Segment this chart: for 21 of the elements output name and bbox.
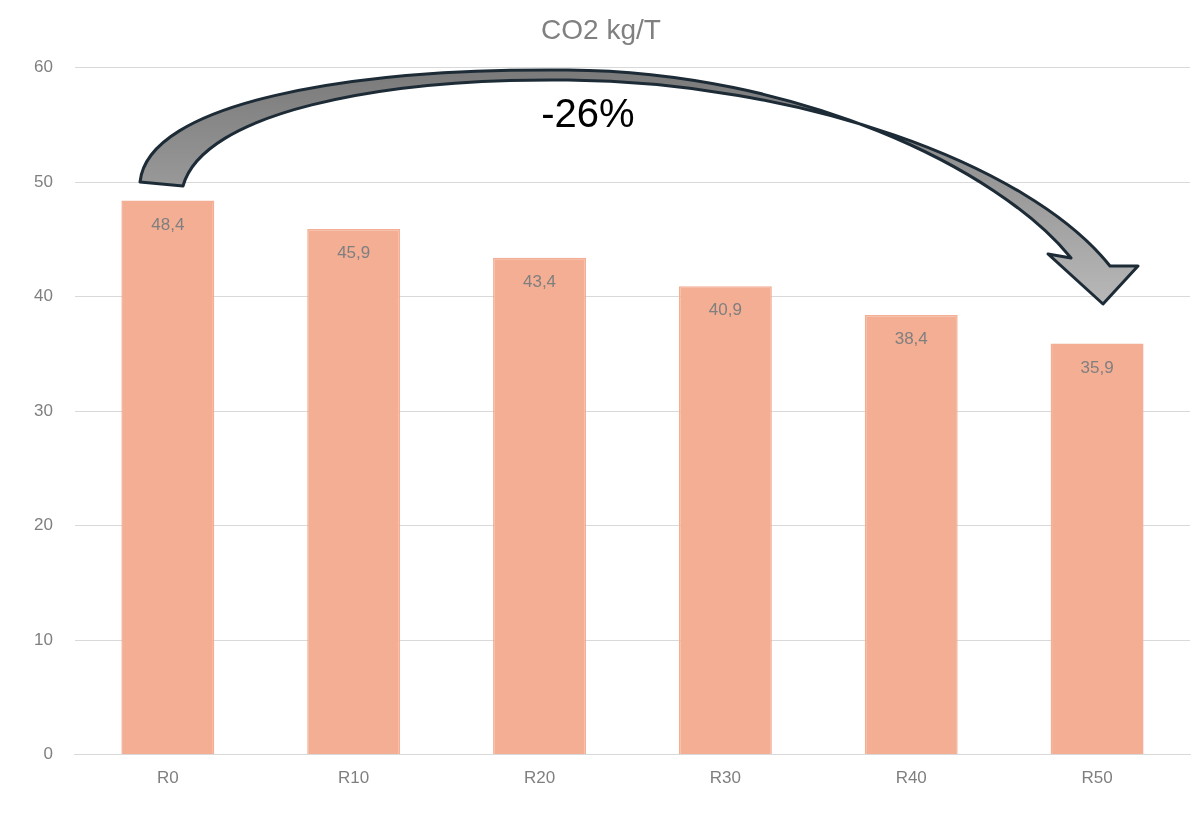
x-tick-label: R30	[709, 768, 741, 788]
y-tick-label: 0	[43, 744, 53, 764]
annotation: -26%	[541, 90, 635, 135]
x-tick-label: R20	[523, 768, 556, 788]
data-label: 40,9	[708, 300, 742, 320]
x-tick-label: R40	[895, 768, 927, 788]
x-tick-label: R10	[338, 768, 370, 788]
y-tick-label: 50	[33, 171, 53, 191]
y-tick-label: 10	[33, 629, 53, 649]
y-tick-label: 40	[33, 286, 53, 306]
data-label: 45,9	[337, 243, 371, 263]
y-tick-label: 60	[33, 57, 53, 77]
data-label: 48,4	[151, 214, 185, 234]
data-label: 43,4	[522, 271, 557, 291]
chart-title: CO2 kg/T	[541, 13, 661, 45]
y-tick-label: 20	[33, 515, 53, 535]
data-label: 35,9	[1080, 357, 1114, 377]
x-tick-label: R50	[1081, 768, 1113, 788]
data-label: 38,4	[894, 329, 928, 349]
y-tick-label: 30	[33, 400, 53, 420]
x-tick-label: R0	[156, 768, 179, 788]
